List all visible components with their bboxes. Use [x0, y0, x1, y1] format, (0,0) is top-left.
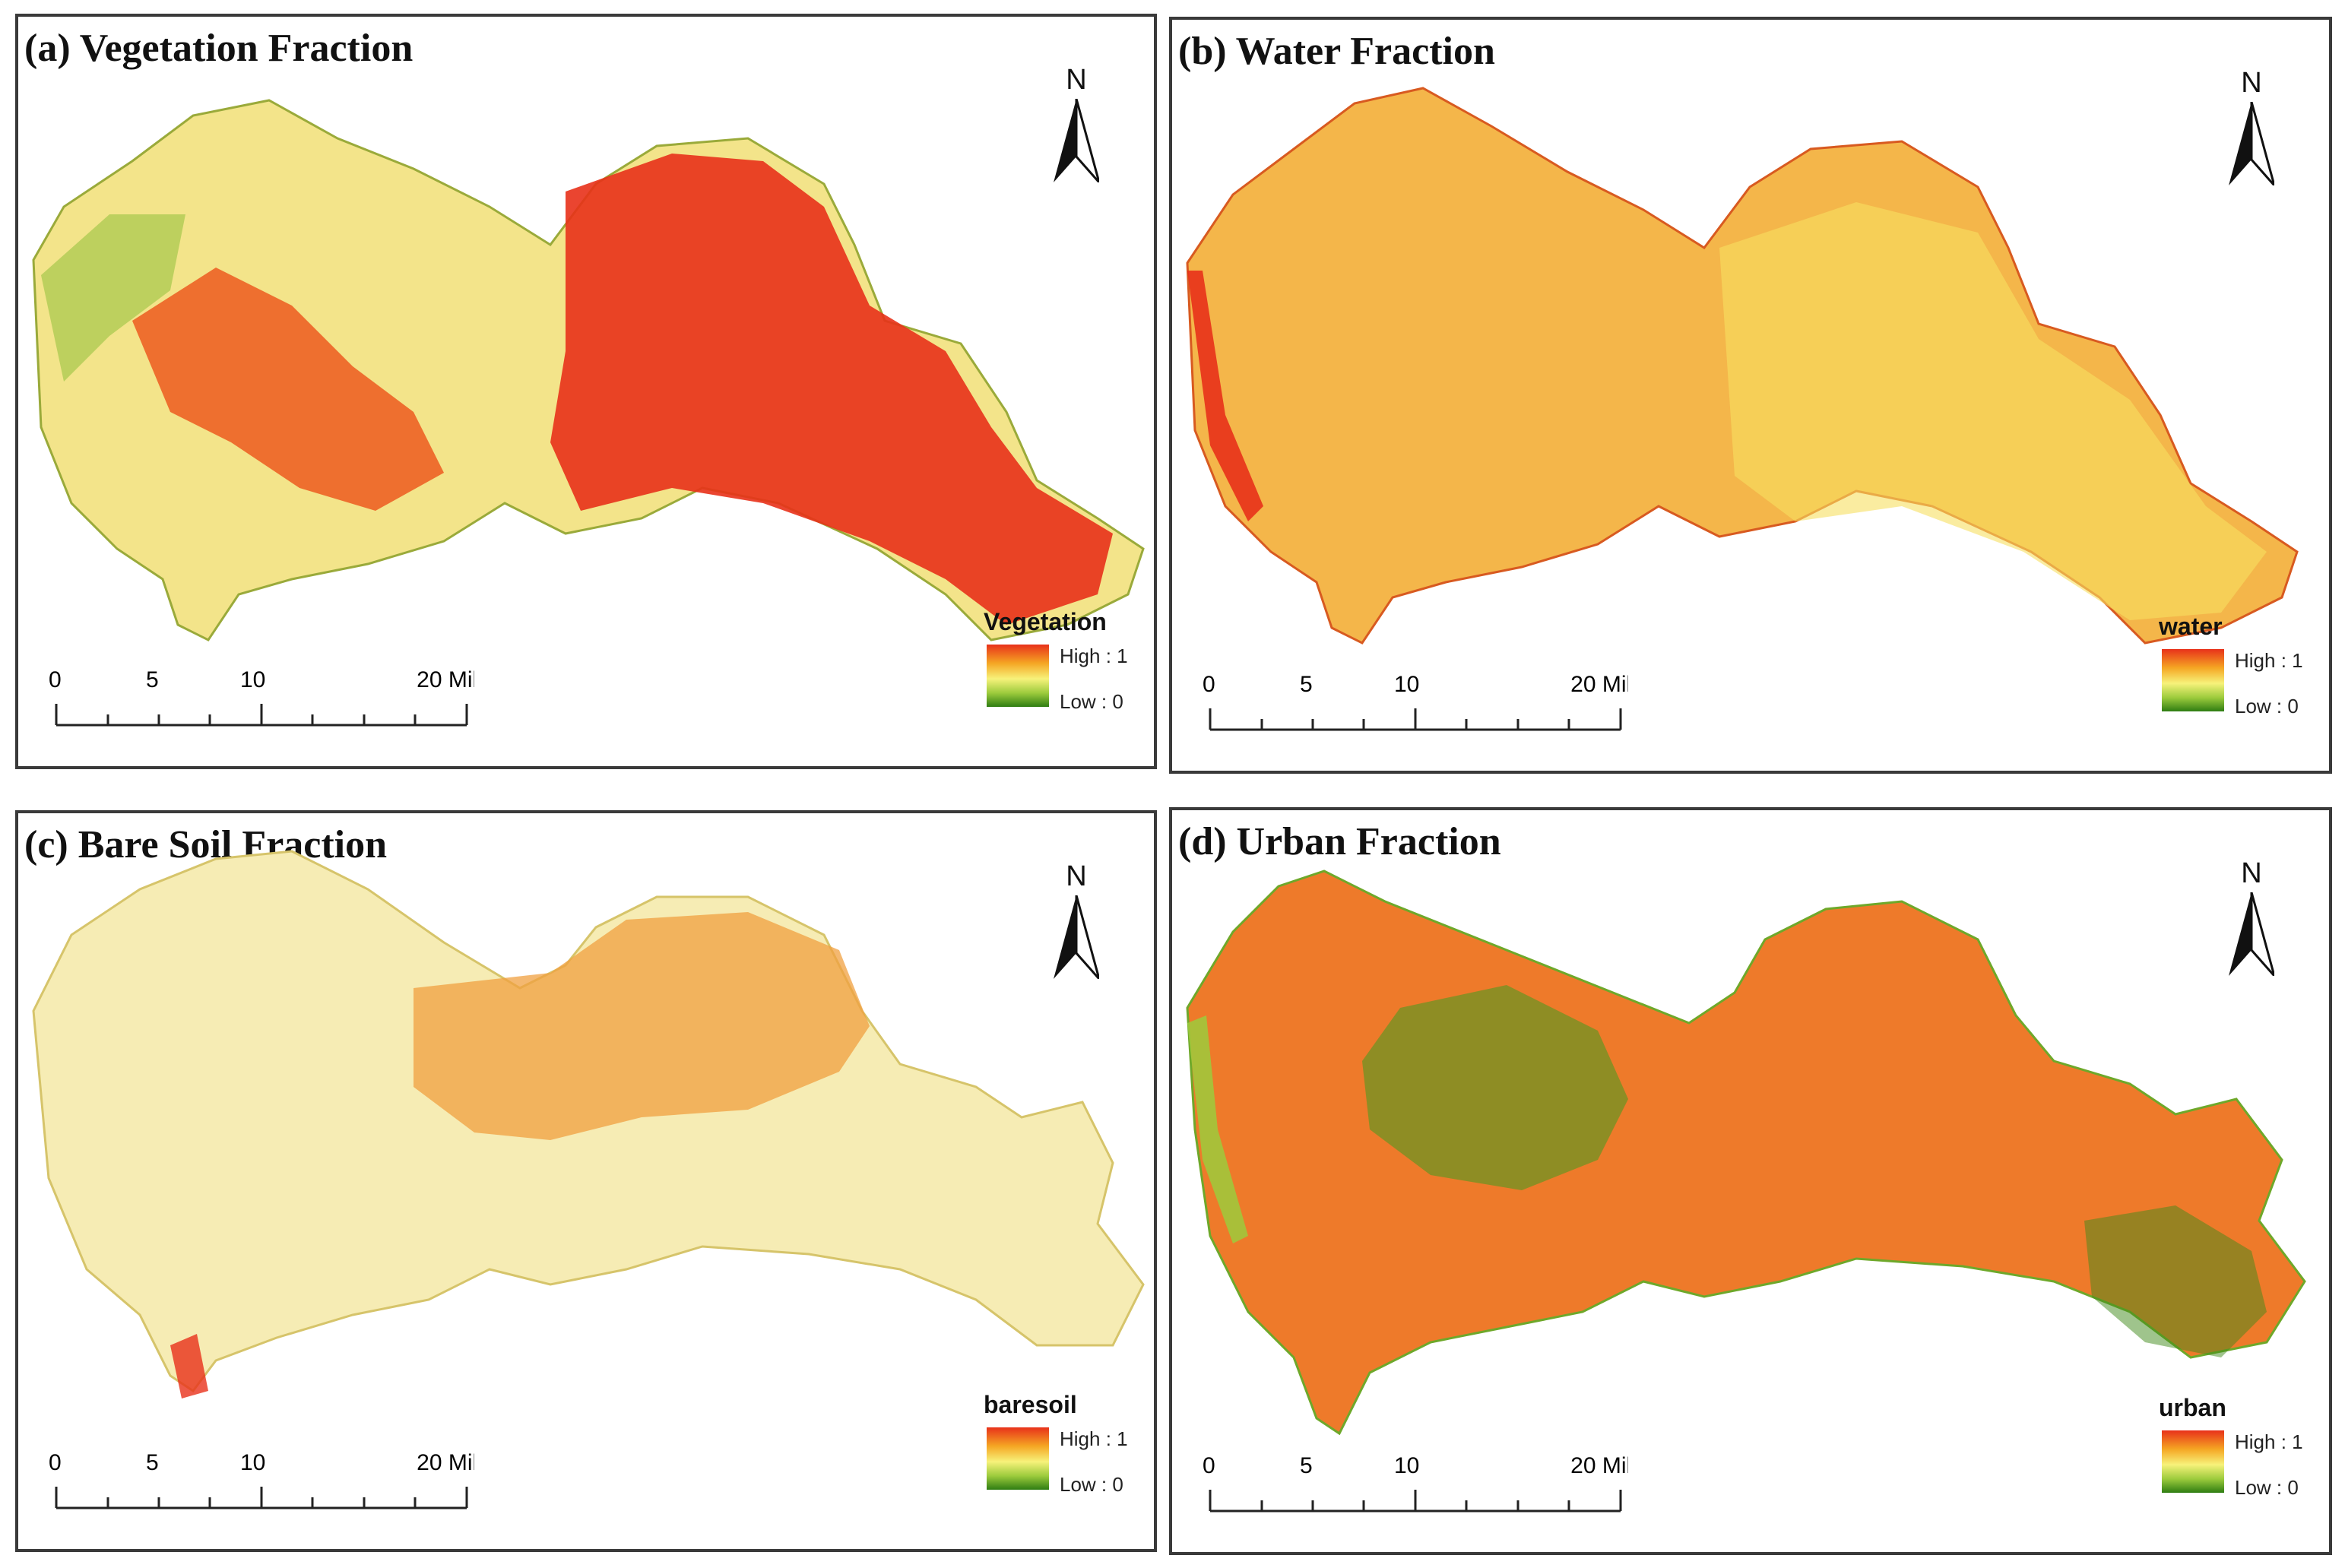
scale-tick-label-20: 20 Miles [417, 667, 474, 692]
legend-title: Vegetation [984, 608, 1107, 635]
legend-high-label: High : 1 [2235, 649, 2303, 672]
scale-tick-label-10: 10 [240, 667, 265, 692]
legend-low-label: Low : 0 [2235, 1476, 2299, 1499]
north-arrow: N [1046, 860, 1107, 982]
scale-bar: 0 5 10 20 Miles [49, 664, 474, 733]
north-label: N [1066, 860, 1087, 892]
urban-low-east [2084, 1205, 2267, 1357]
panel-title: (d) Urban Fraction [1178, 820, 1501, 863]
urban-fraction-map [1186, 870, 2306, 1436]
legend-title: water [2159, 613, 2223, 640]
scale-tick-label-10: 10 [1394, 1453, 1419, 1478]
scale-bar-graphic: 0 5 10 20 Miles [49, 667, 474, 727]
legend: Vegetation High : 1 Low : 0 [984, 608, 1143, 745]
scale-tick-label-20: 20 Miles [417, 1450, 474, 1475]
panel-title: (c) Bare Soil Fraction [24, 823, 388, 866]
scale-tick-label-10: 10 [240, 1450, 265, 1475]
scale-tick-label-0: 0 [49, 1450, 62, 1475]
legend-color-ramp [2162, 649, 2224, 711]
scale-tick-label-20: 20 Miles [1570, 672, 1628, 697]
vegetation-high-area-west [132, 268, 444, 511]
scale-tick-label-5: 5 [1300, 672, 1313, 697]
north-label: N [2241, 67, 2262, 99]
vegetation-low-area [41, 214, 185, 382]
panel-water-fraction: (b) Water Fraction N 0 5 10 20 Miles [1169, 17, 2332, 774]
scale-tick-label-5: 5 [146, 667, 159, 692]
scale-bar-graphic: 0 5 10 20 Miles [1203, 672, 1628, 731]
scale-tick-label-0: 0 [1203, 1453, 1215, 1478]
legend-title: urban [2159, 1394, 2226, 1421]
legend: urban High : 1 Low : 0 [2159, 1394, 2318, 1531]
map-region-outline [1186, 870, 2306, 1436]
legend-low-label: Low : 0 [1060, 690, 1123, 713]
scale-bar: 0 5 10 20 Miles [1203, 669, 1628, 737]
north-arrow-icon [2229, 102, 2274, 185]
urban-low-coast [1187, 1015, 1248, 1243]
water-mid-area [1719, 202, 2267, 620]
scale-tick-label-20: 20 Miles [1570, 1453, 1628, 1478]
baresoil-high-area [170, 1334, 208, 1399]
north-label: N [2241, 857, 2262, 889]
legend-color-ramp [987, 645, 1049, 707]
urban-low-ring [1362, 985, 1628, 1190]
legend-low-label: Low : 0 [2235, 695, 2299, 717]
legend-high-label: High : 1 [2235, 1430, 2303, 1453]
north-label: N [1066, 64, 1087, 96]
legend-high-label: High : 1 [1060, 645, 1128, 667]
scale-tick-label-5: 5 [1300, 1453, 1313, 1478]
legend-low-label: Low : 0 [1060, 1473, 1123, 1496]
scale-bar-graphic: 0 5 10 20 Miles [49, 1450, 474, 1509]
vegetation-high-area-east [550, 154, 1113, 625]
panel-bare-soil-fraction: (c) Bare Soil Fraction N 0 5 10 20 Miles [15, 810, 1157, 1552]
legend-title: baresoil [984, 1391, 1077, 1418]
legend-color-ramp [987, 1427, 1049, 1490]
north-arrow-icon [1054, 99, 1099, 182]
scale-bar-graphic: 0 5 10 20 Miles [1203, 1453, 1628, 1513]
panel-urban-fraction: (d) Urban Fraction N 0 5 10 20 Miles [1169, 807, 2332, 1555]
north-arrow: N [2221, 857, 2282, 979]
scale-tick-label-0: 0 [1203, 672, 1215, 697]
north-arrow: N [2221, 67, 2282, 188]
scale-tick-label-0: 0 [49, 667, 62, 692]
legend-high-label: High : 1 [1060, 1427, 1128, 1450]
scale-bar: 0 5 10 20 Miles [49, 1447, 474, 1516]
north-arrow-icon [1054, 895, 1099, 979]
legend: baresoil High : 1 Low : 0 [984, 1391, 1143, 1528]
north-arrow: N [1046, 64, 1107, 185]
scale-tick-label-10: 10 [1394, 672, 1419, 697]
panel-title: (b) Water Fraction [1178, 30, 1495, 73]
scale-tick-label-5: 5 [146, 1450, 159, 1475]
north-arrow-icon [2229, 892, 2274, 976]
baresoil-mid-area [414, 912, 870, 1140]
legend-color-ramp [2162, 1430, 2224, 1493]
panel-title: (a) Vegetation Fraction [24, 27, 414, 70]
vegetation-fraction-map [32, 99, 1145, 641]
water-fraction-map [1186, 87, 2299, 645]
panel-vegetation-fraction: (a) Vegetation Fraction N 0 5 10 20 Mile… [15, 14, 1157, 769]
bare-soil-fraction-map [32, 850, 1145, 1399]
legend: water High : 1 Low : 0 [2159, 613, 2318, 749]
water-high-coast [1187, 271, 1263, 521]
scale-bar: 0 5 10 20 Miles [1203, 1450, 1628, 1519]
